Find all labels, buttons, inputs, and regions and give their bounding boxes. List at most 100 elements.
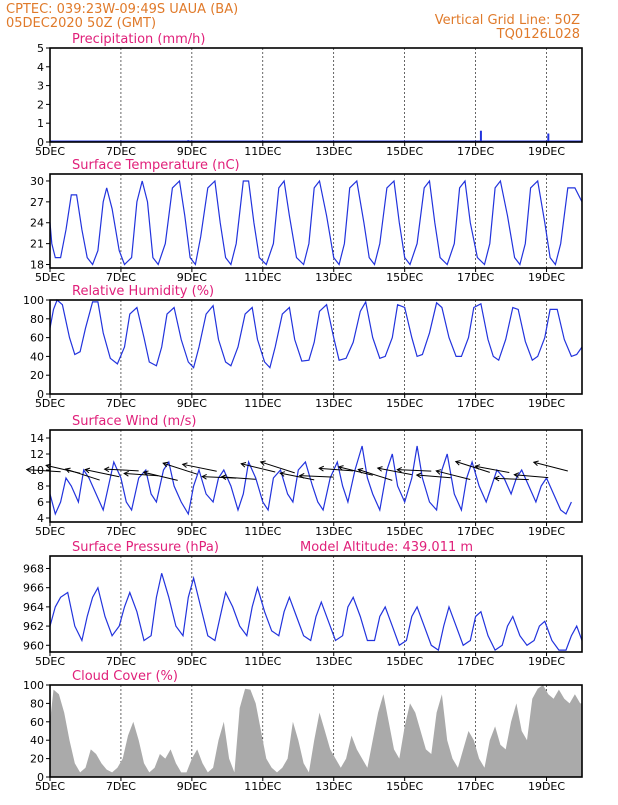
wind-title: Surface Wind (m/s): [72, 414, 196, 429]
pressure-panel: 960 962 964 966 968 5DEC 7DEC 9DEC 11DEC 13DEC 15D…: [23, 540, 583, 668]
temp-frame: [49, 173, 583, 269]
wind-arrow: [358, 469, 393, 481]
rh-ytick-label: 20: [30, 369, 44, 382]
wind-arrow-head: [84, 467, 91, 474]
wind-ytick-label: 10: [30, 464, 44, 477]
pressure-xtick-label: 9DEC: [177, 655, 207, 668]
pressure-xtick-label: 11DEC: [244, 655, 281, 668]
precip-ytick-label: 4: [37, 61, 44, 74]
pressure-annotation: Model Altitude: 439.011 m: [300, 540, 473, 555]
wind-arrow-head: [240, 462, 247, 468]
rh-xtick-label: 13DEC: [315, 397, 352, 410]
cloud-xtick-label: 9DEC: [177, 780, 207, 793]
precip-ytick-label: 3: [37, 80, 44, 93]
wind-arrow: [533, 461, 568, 472]
temp-ytick-label: 18: [30, 259, 44, 272]
cloud-xtick-label: 5DEC: [35, 780, 65, 793]
wind-ytick-label: 12: [30, 448, 44, 461]
cloud-xtick-label: 7DEC: [106, 780, 136, 793]
precip-title: Precipitation (mm/h): [72, 32, 205, 47]
wind-xtick-label: 5DEC: [35, 525, 65, 538]
temp-series-line: [49, 179, 583, 266]
wind-arrow-head: [201, 473, 207, 480]
pressure-ytick-label: 964: [23, 601, 44, 614]
wind-frame: [49, 429, 583, 523]
cloud-xtick-label: 13DEC: [315, 780, 352, 793]
precip-xtick-label: 9DEC: [177, 145, 207, 158]
precip-xtick-label: 7DEC: [106, 145, 136, 158]
pressure-xtick-label: 15DEC: [386, 655, 423, 668]
wind-arrow: [397, 469, 432, 472]
temp-xtick-label: 17DEC: [457, 271, 494, 284]
wind-arrow: [221, 476, 256, 480]
wind-arrow-head: [474, 464, 481, 470]
precip-panel: 0 1 2 3 4 5 5DEC 7DEC 9DEC 11DEC 13DEC 15DEC 17DEC 19…: [35, 32, 583, 158]
rh-xtick-label: 5DEC: [35, 397, 65, 410]
wind-arrow-head: [181, 462, 188, 468]
precip-xtick-label: 17DEC: [457, 145, 494, 158]
wind-arrow-head: [220, 474, 227, 480]
rh-title: Relative Humidity (%): [72, 284, 214, 299]
rh-ytick-label: 60: [30, 332, 44, 345]
precip-ytick-label: 5: [37, 42, 44, 55]
header-station: CPTEC: 039:23W-09:49S UAUA (BA): [6, 2, 238, 17]
temp-title: Surface Temperature (nC): [72, 158, 240, 173]
wind-arrow: [280, 472, 315, 481]
pressure-series-line: [49, 573, 583, 652]
wind-arrow-head: [318, 465, 325, 472]
cloud-ytick-label: 0: [37, 771, 44, 784]
wind-arrow-head: [415, 472, 422, 479]
pressure-xtick-label: 7DEC: [106, 655, 136, 668]
pressure-ytick-label: 962: [23, 620, 44, 633]
wind-arrow-head: [532, 460, 539, 466]
rh-panel: 0 20 40 60 80 100 5DEC 7DEC 9DEC 11DEC 13DEC 15DEC 1…: [23, 284, 583, 410]
temp-xtick-label: 11DEC: [244, 271, 281, 284]
rh-xtick-label: 15DEC: [386, 397, 423, 410]
cloud-title: Cloud Cover (%): [72, 669, 178, 684]
rh-ytick-label: 80: [30, 313, 44, 326]
pressure-ytick-label: 960: [23, 639, 44, 652]
temp-xtick-label: 9DEC: [177, 271, 207, 284]
wind-xtick-label: 15DEC: [386, 525, 423, 538]
wind-arrow: [104, 468, 139, 472]
wind-arrow: [475, 465, 510, 474]
wind-arrow-head: [25, 467, 32, 473]
cloud-ytick-label: 60: [30, 716, 44, 729]
wind-xtick-label: 19DEC: [528, 525, 565, 538]
wind-arrow-head: [357, 468, 364, 474]
wind-arrow: [299, 475, 334, 478]
cloud-xtick-label: 19DEC: [528, 780, 565, 793]
precip-xtick-label: 5DEC: [35, 145, 65, 158]
wind-arrow: [143, 471, 178, 481]
rh-xtick-label: 17DEC: [457, 397, 494, 410]
wind-arrow: [436, 470, 471, 481]
precip-ytick-label: 2: [37, 98, 44, 111]
cloud-ytick-label: 40: [30, 734, 44, 747]
wind-arrow: [260, 461, 295, 474]
pressure-xtick-label: 13DEC: [315, 655, 352, 668]
wind-arrow: [65, 468, 100, 481]
pressure-frame: [49, 555, 583, 653]
rh-xtick-label: 7DEC: [106, 397, 136, 410]
temp-xtick-label: 19DEC: [528, 271, 565, 284]
wind-arrow: [377, 467, 412, 476]
pressure-title: Surface Pressure (hPa): [72, 540, 219, 555]
rh-ytick-label: 100: [23, 294, 44, 307]
precip-ytick-label: 1: [37, 117, 44, 130]
precip-ytick-label: 0: [37, 136, 44, 149]
wind-xtick-label: 17DEC: [457, 525, 494, 538]
precip-xtick-label: 15DEC: [386, 145, 423, 158]
cloud-ytick-label: 100: [23, 679, 44, 692]
cloud-area: [50, 685, 582, 777]
wind-arrow-head: [513, 472, 520, 478]
wind-arrow: [124, 472, 159, 477]
wind-xtick-label: 7DEC: [106, 525, 136, 538]
precip-frame: [49, 47, 583, 143]
precip-xtick-label: 19DEC: [528, 145, 565, 158]
wind-arrow: [163, 462, 198, 475]
wind-arrows: [25, 460, 568, 482]
rh-xtick-label: 9DEC: [177, 397, 207, 410]
wind-arrow-head: [337, 465, 344, 471]
